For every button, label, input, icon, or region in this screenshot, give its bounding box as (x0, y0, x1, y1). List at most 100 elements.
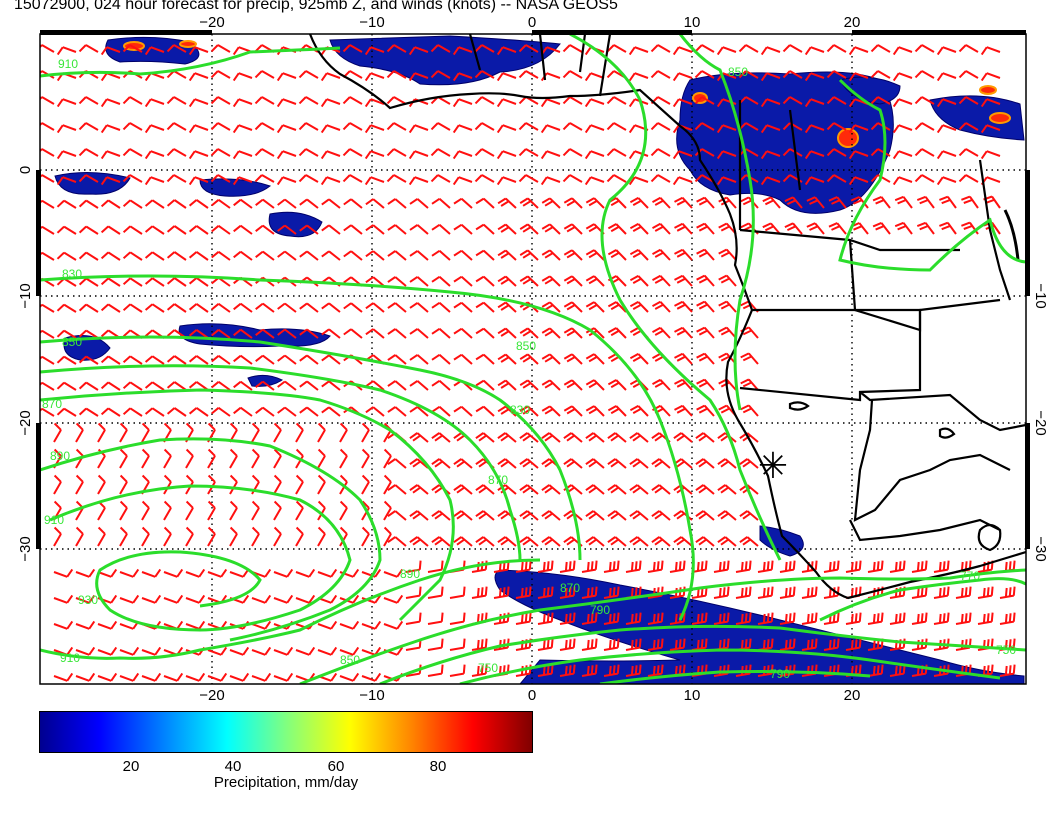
svg-text:20: 20 (844, 687, 861, 700)
wind-barb (497, 353, 517, 365)
wind-barb (233, 250, 253, 261)
wind-barb (122, 44, 143, 53)
wind-barb (229, 568, 250, 578)
wind-barb (166, 407, 187, 417)
wind-barb (383, 620, 404, 630)
wind-barb (339, 620, 360, 630)
wind-barb (541, 379, 561, 391)
wind-barb (519, 223, 539, 235)
wind-barb (185, 568, 206, 578)
wind-barb (629, 301, 649, 313)
wind-barb (867, 664, 884, 677)
wind-barb (936, 72, 957, 82)
svg-text:−10: −10 (17, 283, 34, 308)
wind-barb (229, 500, 238, 521)
wind-barb (674, 196, 693, 209)
wind-barb (100, 381, 121, 391)
wind-barb (317, 620, 338, 630)
wind-barb (674, 326, 693, 339)
wind-barb (75, 672, 96, 682)
wind-barb (738, 44, 759, 53)
wind-barb (739, 510, 759, 521)
wind-barb (409, 276, 429, 287)
wind-barb (431, 197, 451, 209)
wind-barb (475, 301, 495, 313)
wind-barb (299, 302, 319, 313)
wind-barb (453, 197, 473, 209)
wind-barb (453, 484, 473, 495)
wind-barb (493, 560, 510, 573)
wind-barb (559, 638, 576, 651)
wind-barb (894, 195, 913, 209)
wind-barb (493, 638, 510, 651)
wind-barb (892, 176, 913, 186)
wind-barb (674, 378, 693, 391)
wind-barb (801, 612, 818, 625)
wind-barb (672, 98, 693, 108)
wind-barb (185, 526, 194, 547)
bottom-lon-labels: −20 −10 0 10 20 (199, 687, 860, 700)
wind-barb (449, 612, 466, 625)
wind-barb (889, 612, 906, 625)
wind-barb (166, 225, 187, 235)
wind-barb (452, 176, 473, 186)
wind-barb (210, 122, 231, 131)
wind-barb (933, 612, 950, 625)
wind-barb (695, 458, 715, 469)
wind-barb (427, 612, 444, 625)
wind-barb (430, 174, 451, 183)
wind-barb (166, 303, 187, 313)
wind-barb (119, 646, 140, 656)
wind-barb (757, 560, 774, 573)
wind-barb (144, 251, 165, 261)
wind-barb (452, 98, 473, 108)
wind-barb (365, 302, 385, 313)
wind-barb (97, 474, 106, 495)
wind-barb (144, 303, 165, 313)
wind-barb (519, 353, 539, 365)
wind-barb (295, 594, 316, 604)
wind-barb (845, 612, 862, 625)
wind-barb (298, 148, 319, 157)
wind-barb (211, 380, 231, 391)
wind-barb (56, 150, 77, 160)
wind-barb (386, 122, 407, 131)
wind-barb (629, 432, 649, 443)
wind-barb (78, 225, 99, 235)
wind-barb (185, 594, 206, 604)
wind-barb (339, 672, 360, 682)
wind-barb (848, 46, 869, 56)
wind-barb (518, 148, 539, 157)
wind-barb (317, 422, 326, 443)
wind-barb (496, 124, 517, 134)
wind-barb (277, 250, 297, 261)
wind-barb (119, 526, 128, 547)
wind-barb (625, 638, 642, 651)
wind-barb (365, 250, 385, 261)
wind-barb (647, 638, 664, 651)
wind-barb (559, 560, 576, 573)
wind-barb (826, 70, 847, 79)
wind-barb (211, 302, 231, 313)
wind-barb (141, 594, 162, 604)
wind-barb (232, 98, 253, 108)
wind-barb (453, 510, 473, 521)
wind-barb (78, 251, 99, 261)
wind-barb (453, 223, 473, 235)
wind-barb (56, 303, 77, 313)
wind-barb (914, 44, 935, 53)
wind-barb (273, 422, 282, 443)
wind-barb (475, 353, 495, 365)
wind-barb (97, 526, 106, 547)
wind-barb (365, 406, 385, 417)
wind-barb (669, 560, 686, 573)
wind-barb (431, 432, 451, 443)
wind-barb (409, 406, 429, 417)
wind-barb (537, 586, 554, 599)
wind-barb (317, 568, 338, 578)
wind-barb (628, 176, 649, 186)
wind-barb (299, 250, 319, 261)
wind-barb (387, 224, 407, 235)
wind-barb (826, 96, 847, 105)
wind-barb (163, 500, 172, 521)
